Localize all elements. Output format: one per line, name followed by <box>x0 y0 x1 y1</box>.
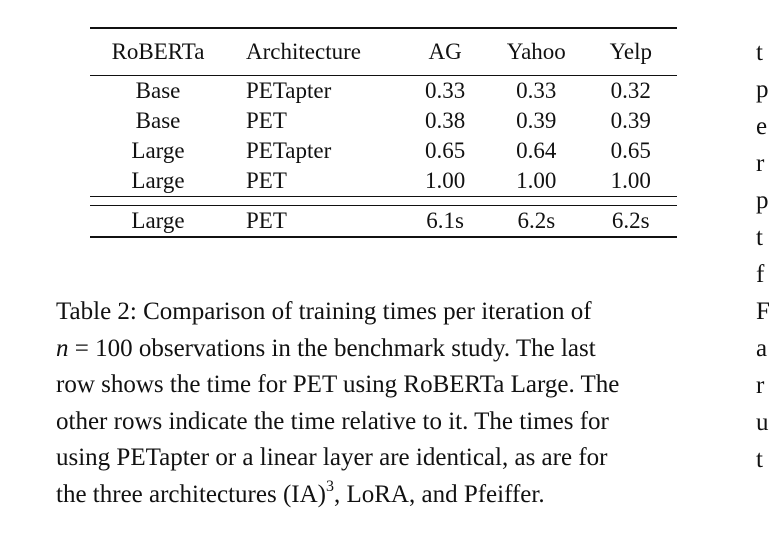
header-yahoo: Yahoo <box>506 39 566 64</box>
caption-text: observations in the benchmark study. The… <box>132 334 596 362</box>
cell-yahoo: 0.33 <box>516 78 557 103</box>
adjacent-column-fragment: t p e r p t f F a r u t <box>756 34 771 478</box>
cell-yahoo: 6.2s <box>517 208 556 233</box>
cell-ag: 6.1s <box>426 208 464 233</box>
cell-yelp: 0.39 <box>610 108 651 133</box>
table-header-row: RoBERTa Architecture AG Yahoo Yelp <box>90 28 677 76</box>
text-fragment: p <box>756 76 769 103</box>
text-fragment: t <box>756 446 763 473</box>
cell-yahoo: 0.39 <box>516 108 557 133</box>
cell-architecture: PET <box>246 108 287 133</box>
cell-yelp: 6.2s <box>611 208 650 233</box>
caption-line: n = 100 observations in the benchmark st… <box>56 331 716 368</box>
text-fragment: e <box>756 113 768 140</box>
text-fragment: r <box>756 150 765 177</box>
cell-roberta: Large <box>131 208 185 233</box>
text-fragment: r <box>756 372 765 399</box>
table-2: RoBERTa Architecture AG Yahoo Yelp Base … <box>90 27 677 238</box>
caption-text: the three architectures (IA) <box>56 480 326 508</box>
text-fragment: f <box>756 261 765 288</box>
cell-architecture: PET <box>246 168 287 193</box>
superscript: 3 <box>325 477 334 495</box>
cell-ag: 0.33 <box>424 78 466 103</box>
caption-line: row shows the time for PET using RoBERTa… <box>56 371 620 398</box>
math-variable: n <box>56 334 69 362</box>
cell-yelp: 1.00 <box>610 168 651 193</box>
cell-roberta: Large <box>131 168 185 193</box>
cell-ag: 1.00 <box>424 168 466 193</box>
cell-yelp: 0.32 <box>610 78 651 103</box>
text-fragment: F <box>756 298 770 325</box>
table-row: Base PET 0.38 0.39 0.39 <box>90 106 677 136</box>
cell-yahoo: 1.00 <box>516 168 557 193</box>
cell-ag: 0.65 <box>424 138 466 163</box>
cell-roberta: Base <box>135 78 181 103</box>
cell-ag: 0.38 <box>424 108 466 133</box>
table-row: Large PETapter 0.65 0.64 0.65 <box>90 136 677 166</box>
caption-line: using PETapter or a linear layer are ide… <box>56 444 608 471</box>
text-fragment: a <box>756 335 768 362</box>
math-equation: = 100 <box>68 334 133 362</box>
cell-roberta: Large <box>131 138 185 163</box>
results-table: RoBERTa Architecture AG Yahoo Yelp Base … <box>90 27 677 238</box>
cell-architecture: PETapter <box>246 138 332 163</box>
text-fragment: t <box>756 39 763 66</box>
summary-row: Large PET 6.1s 6.2s 6.2s <box>90 206 677 237</box>
table-caption: Table 2: Comparison of training times pe… <box>56 294 716 513</box>
cell-roberta: Base <box>135 108 181 133</box>
caption-line: other rows indicate the time relative to… <box>56 407 609 435</box>
caption-line: the three architectures (IA)3, LoRA, and… <box>56 477 716 514</box>
cell-yahoo: 0.64 <box>516 138 557 163</box>
header-yelp: Yelp <box>609 39 652 64</box>
header-roberta: RoBERTa <box>111 39 205 64</box>
text-fragment: u <box>756 409 769 436</box>
header-architecture: Architecture <box>246 39 361 64</box>
double-rule <box>90 196 677 206</box>
caption-line: Table 2: Comparison of training times pe… <box>56 298 592 325</box>
cell-architecture: PETapter <box>246 78 332 103</box>
caption-text: , LoRA, and Pfeiffer. <box>333 480 545 508</box>
cell-architecture: PET <box>246 208 287 233</box>
text-fragment: t <box>756 224 763 251</box>
text-fragment: p <box>756 187 769 214</box>
table-row: Large PET 1.00 1.00 1.00 <box>90 166 677 197</box>
table-row: Base PETapter 0.33 0.33 0.32 <box>90 76 677 107</box>
header-ag: AG <box>428 39 462 64</box>
cell-yelp: 0.65 <box>610 138 651 163</box>
